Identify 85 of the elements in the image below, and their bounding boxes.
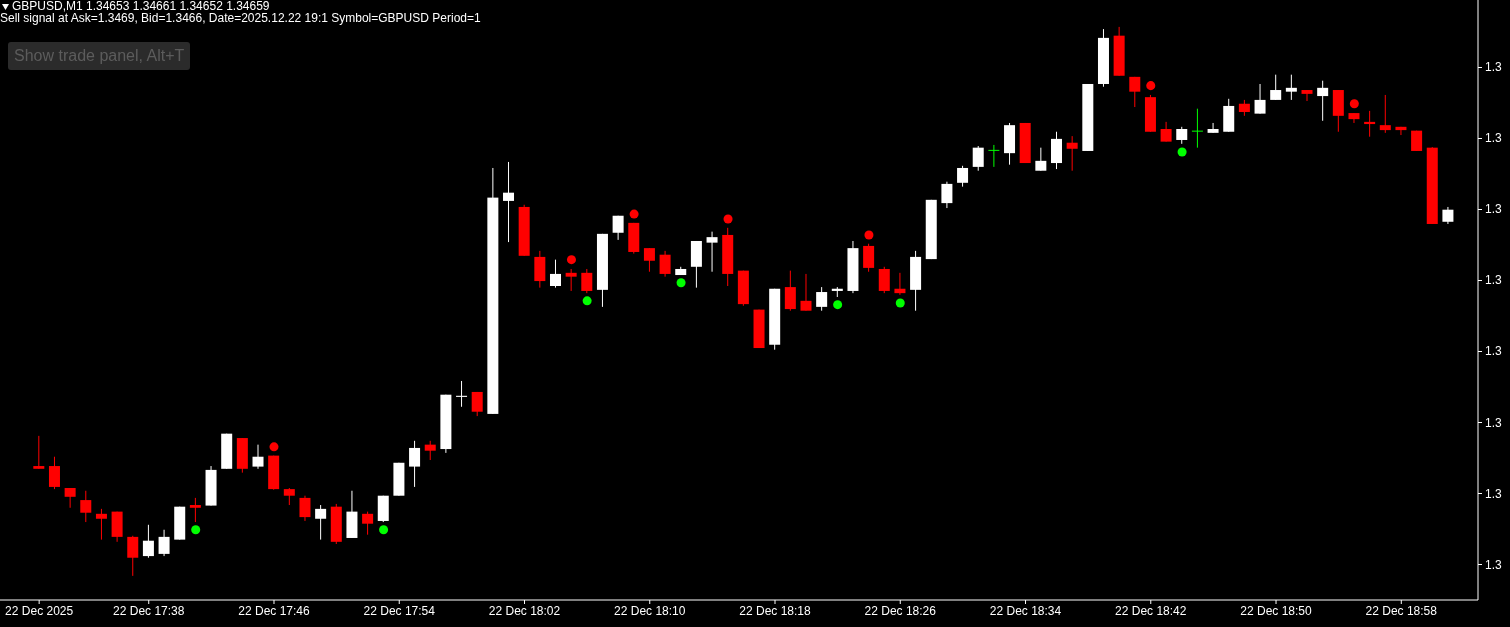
candlestick [471, 391, 483, 417]
candlestick [784, 270, 796, 312]
candlestick [299, 495, 311, 522]
candlestick [48, 456, 60, 490]
candlestick [424, 440, 436, 461]
candlestick [1364, 110, 1376, 138]
candlestick [957, 165, 969, 188]
point [1177, 147, 1187, 157]
candlestick [33, 435, 45, 470]
x-tick-label: 22 Dec 18:58 [1365, 603, 1438, 618]
candlestick [503, 161, 515, 243]
point [379, 525, 389, 535]
x-tick-label: 22 Dec 18:50 [1240, 603, 1313, 618]
candlestick [1285, 74, 1297, 101]
point [895, 298, 905, 308]
candlestick [863, 243, 875, 273]
point [566, 255, 576, 265]
candlestick [1317, 80, 1329, 122]
candlestick [941, 181, 953, 209]
candlestick [1379, 94, 1391, 134]
chart-title: GBPUSD,M1 1.34653 1.34661 1.34652 1.34659 [12, 0, 270, 13]
candlestick [95, 508, 107, 541]
point [1349, 99, 1359, 109]
point [833, 300, 843, 310]
candlestick [1129, 76, 1141, 108]
candlestick [549, 259, 561, 289]
candlestick [189, 497, 201, 523]
point [676, 278, 686, 288]
candlestick [1035, 147, 1047, 172]
text: 1.3 [1485, 131, 1502, 146]
text: 1.3 [1485, 60, 1502, 74]
candlestick [1395, 126, 1407, 136]
x-tick-label: 22 Dec 17:38 [113, 603, 185, 618]
candlestick [1254, 83, 1266, 115]
text: 1.3 [1485, 273, 1502, 288]
candlestick [565, 268, 577, 292]
x-tick-label: 22 Dec 17:54 [363, 603, 436, 618]
x-tick-label: 22 Dec 18:10 [614, 603, 686, 618]
candlestick [1191, 108, 1203, 149]
point [864, 230, 874, 240]
candlestick [456, 380, 468, 408]
text: 1.3 [1485, 557, 1502, 572]
candlestick [142, 524, 154, 559]
candlestick [127, 535, 139, 577]
candlestick [894, 272, 906, 296]
point [582, 296, 592, 306]
point [629, 209, 639, 219]
x-tick-label: 22 Dec 18:18 [739, 603, 812, 618]
candlestick [315, 504, 327, 541]
candlestick [972, 145, 984, 172]
candlestick [252, 444, 264, 470]
candlestick [878, 266, 890, 294]
text: 1.3 [1485, 344, 1502, 359]
candlestick [158, 529, 170, 557]
x-tick-label: 22 Dec 2025 [5, 603, 74, 618]
x-tick-label: 22 Dec 18:02 [488, 603, 561, 618]
point [723, 214, 733, 224]
x-tick-label: 22 Dec 18:34 [989, 603, 1062, 618]
candlestick [1160, 121, 1172, 143]
candlestick [362, 511, 374, 536]
candlestick [1301, 89, 1313, 102]
candlestick [816, 286, 828, 312]
text: 1.3 [1485, 415, 1502, 430]
x-tick-label: 22 Dec 18:42 [1115, 603, 1187, 618]
point [269, 442, 279, 452]
candlestick [800, 273, 812, 312]
candlestick [64, 487, 76, 509]
candlestick [988, 144, 1000, 168]
point [191, 525, 201, 535]
text: 1.3 [1485, 202, 1502, 217]
point [1146, 81, 1156, 91]
candlestick [581, 268, 593, 294]
candlestick [706, 231, 718, 273]
text: 1.3 [1485, 486, 1502, 501]
x-tick-label: 22 Dec 18:26 [864, 603, 937, 618]
x-tick-label: 22 Dec 17:46 [238, 603, 311, 618]
candlestick [80, 490, 92, 523]
candlestick [1066, 135, 1078, 172]
candlestick [1207, 122, 1219, 134]
candlestick [659, 250, 671, 278]
candlestick [1270, 74, 1282, 101]
candlestick [643, 247, 655, 273]
candlestick [612, 215, 624, 241]
chart-subtitle: Sell signal at Ask=1.3469, Bid=1.3466, Date=2025.12.22 19:1 Symbol=GBPUSD Period=1 [0, 11, 481, 25]
candlestick [409, 440, 421, 488]
